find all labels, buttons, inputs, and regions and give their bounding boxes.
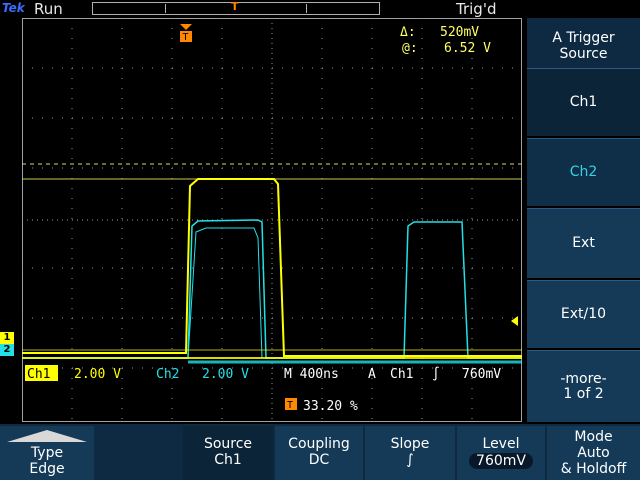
side-menu-ext-label: Ext	[572, 235, 595, 251]
timebase-readout: M 400ns	[284, 367, 339, 382]
trigger-level-readout: 760mV	[462, 367, 501, 382]
record-window	[165, 4, 307, 13]
delta-symbol: Δ:	[400, 25, 416, 40]
ch1-waveform	[22, 178, 522, 359]
side-menu-ch2-label: Ch2	[569, 164, 598, 180]
side-menu-ext10-button[interactable]: Ext/10	[527, 280, 640, 348]
ch2-ground-marker[interactable]: 2	[0, 344, 14, 356]
source-label: Source	[203, 436, 253, 452]
slope-label: Slope	[390, 436, 430, 452]
slope-button[interactable]: Slope ∫	[365, 426, 455, 480]
trigger-level-pointer-icon	[511, 316, 518, 326]
coupling-button[interactable]: Coupling DC	[275, 426, 363, 480]
level-value: 760mV	[469, 453, 533, 469]
trigger-position-glyph: T	[231, 0, 239, 13]
status-bar: Tek Run T Trig'd	[0, 0, 525, 18]
side-menu-title-line2: Source	[559, 46, 608, 62]
mode-label: Mode	[574, 429, 613, 445]
side-menu-page-label: 1 of 2	[563, 385, 604, 402]
side-menu-more-button[interactable]: -more- 1 of 2	[527, 350, 640, 422]
source-value: Ch1	[214, 452, 242, 468]
coupling-value: DC	[308, 452, 330, 468]
ch1-ground-marker[interactable]: 1	[0, 332, 14, 344]
rising-slope-icon: ∫	[406, 452, 414, 468]
waveform-display: T Δ: 520mV @: 6.52 V Ch1 2.00 V Ch2 2.00…	[22, 18, 522, 422]
type-button[interactable]: Type Edge	[0, 426, 94, 480]
trigger-marker-glyph: T	[183, 32, 189, 43]
record-position-bar: T	[92, 0, 380, 15]
holdoff-label: & Holdoff	[560, 461, 627, 477]
cursor-readout: Δ: 520mV @: 6.52 V	[400, 25, 491, 56]
side-menu-ext10-label: Ext/10	[560, 306, 607, 322]
mode-holdoff-button[interactable]: Mode Auto & Holdoff	[547, 426, 640, 480]
side-menu-ext-button[interactable]: Ext	[527, 208, 640, 278]
level-label: Level	[482, 436, 520, 452]
trigger-label: A	[368, 367, 376, 382]
side-menu-more-label: -more-	[560, 370, 607, 387]
type-label: Type	[30, 445, 64, 461]
side-menu-title: A Trigger Source	[527, 18, 640, 68]
side-menu-ch2-button[interactable]: Ch2	[527, 138, 640, 206]
mode-value: Auto	[577, 445, 610, 461]
ch1-ground-label: 1	[3, 332, 11, 343]
side-menu-title-line1: A Trigger	[552, 30, 615, 46]
coupling-label: Coupling	[288, 436, 350, 452]
type-popup-arrow-icon	[7, 430, 87, 442]
trigger-position-icon: T	[231, 0, 239, 13]
ch2-name: Ch2	[156, 367, 179, 382]
source-button[interactable]: Source Ch1	[183, 426, 273, 480]
ch2-ground-label: 2	[3, 344, 11, 355]
type-value: Edge	[29, 461, 65, 477]
ch1-name: Ch1	[27, 367, 50, 382]
graticule	[22, 18, 522, 422]
side-menu-ch1-button[interactable]: Ch1	[527, 68, 640, 136]
ch1-scale: 2.00 V	[74, 367, 121, 382]
at-symbol: @:	[402, 41, 418, 56]
trigger-status: Trig'd	[456, 0, 497, 18]
at-value: 6.52 V	[444, 41, 491, 56]
trigger-source-readout: Ch1	[390, 367, 413, 382]
run-state: Run	[34, 0, 63, 18]
brand-logo: Tek	[2, 1, 25, 15]
level-button[interactable]: Level 760mV	[457, 426, 545, 480]
delta-value: 520mV	[440, 25, 479, 40]
channel-readout: Ch1 2.00 V Ch2 2.00 V M 400ns A Ch1 ∫ 76…	[25, 365, 501, 414]
trigger-marker[interactable]: T	[180, 24, 192, 43]
trigger-position-icon-glyph: T	[287, 400, 293, 411]
trigger-position-readout: 33.20 %	[303, 399, 358, 414]
side-menu-ch1-label: Ch1	[569, 94, 598, 110]
trigger-slope-icon: ∫	[432, 366, 440, 382]
ch2-scale: 2.00 V	[202, 367, 249, 382]
